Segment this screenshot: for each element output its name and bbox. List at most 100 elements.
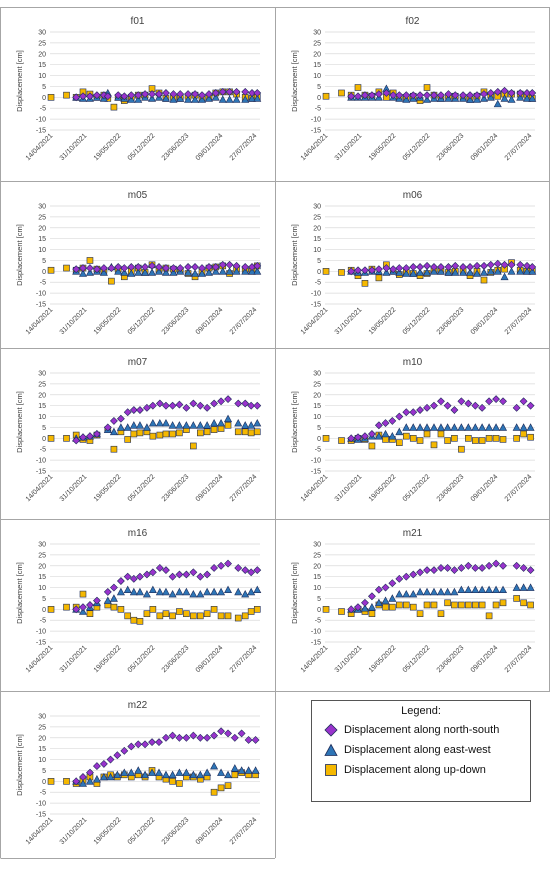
point-east-west [499,585,508,594]
point-north-south [416,263,424,271]
point-north-south [402,264,411,272]
point-north-south [72,93,81,102]
point-up-down [338,89,345,97]
point-up-down [480,276,488,284]
point-east-west [436,423,445,431]
point-east-west [191,95,200,103]
point-up-down [217,784,225,792]
point-north-south [72,436,81,445]
y-axis-label: Displacement [cm] [290,224,299,286]
point-east-west [374,598,383,607]
point-north-south [523,261,531,270]
point-east-west [161,587,170,596]
point-east-west [473,269,482,277]
point-north-south [354,266,362,275]
point-up-down [458,601,465,609]
point-east-west [423,95,432,103]
point-up-down [117,606,125,613]
point-north-south [354,603,362,612]
point-east-west [196,770,205,779]
point-north-south [473,91,481,100]
x-tick-label: 09/01/2024 [470,473,500,503]
y-tick-label: 15 [38,62,46,69]
point-north-south [86,264,94,272]
y-tick-label: -15 [311,469,321,476]
point-east-west [473,95,482,103]
x-tick-label: 14/04/2021 [300,644,330,674]
point-north-south [374,585,383,594]
point-north-south [500,86,509,95]
point-north-south [217,561,225,570]
x-tick-label: 05/12/2022 [127,816,157,846]
point-north-south [493,259,502,268]
point-east-west [409,423,418,431]
point-north-south [241,399,250,408]
point-north-south [416,568,424,577]
point-up-down [136,618,144,625]
point-east-west [444,268,453,276]
point-east-west [512,423,521,431]
x-tick-label: 23/06/2023 [161,473,191,503]
point-up-down [520,430,527,438]
point-north-south [253,566,262,575]
point-east-west [109,427,118,436]
point-north-south [114,91,123,100]
point-east-west [184,268,193,276]
y-tick-label: 5 [317,258,321,265]
point-north-south [443,564,452,572]
point-up-down [143,610,151,617]
point-up-down [79,590,87,598]
point-north-south [499,397,507,406]
point-east-west [168,421,177,429]
point-up-down [368,442,376,450]
point-north-south [93,762,101,771]
point-east-west [218,95,227,103]
point-north-south [189,399,198,408]
point-north-south [203,570,212,579]
point-north-south [175,400,184,409]
chart-m07: m07 Displacement [cm] -15 -10 -5 0 5 10 15 20 25 30… [15,357,262,503]
point-east-west [443,587,452,596]
point-east-west [161,418,170,427]
point-east-west [85,268,94,276]
x-tick-label: 31/10/2021 [59,306,89,336]
point-north-south [492,559,500,568]
x-tick-label: 19/05/2022 [93,306,123,336]
x-tick-label: 09/01/2024 [195,132,225,162]
y-tick-label: -10 [36,629,46,636]
point-east-west [423,268,432,276]
point-east-west [402,423,411,431]
point-east-west [232,267,241,275]
point-north-south [72,777,81,786]
point-east-west [232,95,241,103]
point-east-west [134,766,143,774]
x-tick-label: 19/05/2022 [93,644,123,674]
y-tick-label: 5 [42,596,46,603]
y-tick-label: -10 [36,801,46,808]
point-up-down [176,608,183,615]
point-east-west [211,267,220,275]
point-east-west [528,267,537,275]
point-east-west [409,589,418,598]
point-east-west [457,585,466,594]
point-east-west [103,596,112,604]
point-east-west [155,418,164,427]
point-east-west [148,268,157,276]
point-east-west [106,772,115,781]
point-north-south [120,264,129,272]
point-up-down [423,430,431,438]
y-tick-label: -15 [36,469,46,476]
x-tick-label: 31/10/2021 [334,644,364,674]
point-east-west [127,269,136,277]
point-up-down [423,84,431,91]
point-east-west [225,95,234,103]
x-tick-label: 14/04/2021 [300,132,330,162]
chart-f01: f01 Displacement [cm] -15 -10 -5 0 5 10 15 20 25 30… [15,16,262,162]
point-east-west [479,94,488,102]
point-up-down [47,266,55,274]
point-north-south [114,263,123,271]
point-east-west [251,766,260,774]
point-east-west [479,268,488,276]
point-east-west [416,268,425,276]
point-up-down [63,91,70,99]
